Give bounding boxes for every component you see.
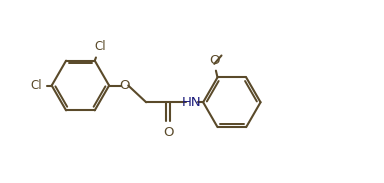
Text: HN: HN	[182, 96, 202, 109]
Text: Cl: Cl	[30, 79, 42, 92]
Text: O: O	[119, 79, 129, 92]
Text: O: O	[209, 54, 220, 67]
Text: Cl: Cl	[94, 40, 106, 53]
Text: O: O	[163, 126, 173, 139]
